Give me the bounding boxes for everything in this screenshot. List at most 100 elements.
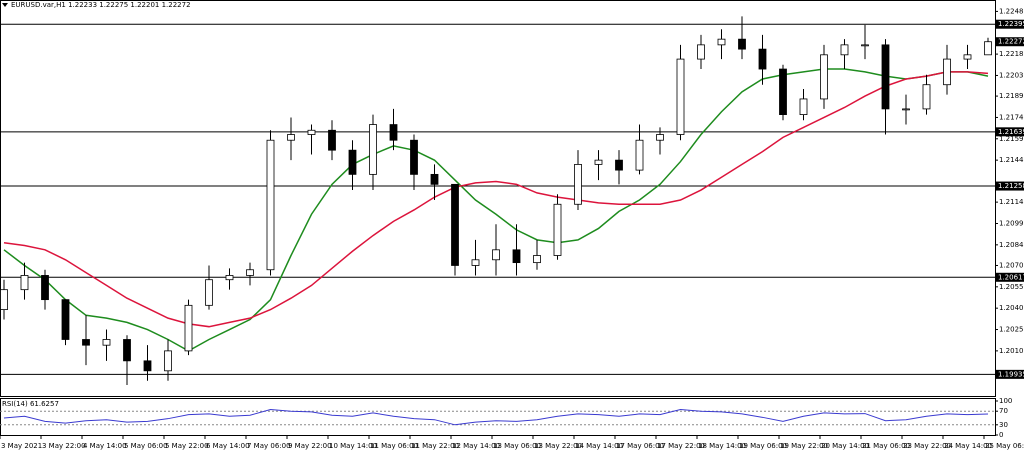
candle-body	[840, 44, 849, 56]
rsi-title: RSI(14) 61.6257	[2, 400, 59, 408]
candle-body	[61, 299, 70, 340]
x-tick-label: 19 May 22:00	[780, 442, 828, 450]
x-tick-label: 17 May 22:00	[657, 442, 705, 450]
candle-body	[164, 350, 172, 372]
candle-body	[963, 54, 972, 60]
y-tick-label: 1.21740	[999, 113, 1024, 121]
x-tick-label: 18 May 14:00	[698, 442, 746, 450]
candle-body	[184, 304, 193, 352]
price-label-bg	[996, 37, 1024, 47]
y-tick-label: 1.21590	[999, 135, 1024, 143]
x-tick-label: 5 May 06:00	[124, 442, 168, 450]
candle-body	[717, 38, 726, 46]
y-tick-label: 100	[999, 397, 1012, 405]
candle-body	[922, 84, 931, 110]
y-tick-label: 1.20550	[999, 283, 1024, 291]
candle-body	[492, 249, 500, 261]
level-label-bg	[996, 369, 1024, 379]
y-tick-label: 1.22035	[999, 71, 1024, 79]
candle-body	[697, 44, 705, 60]
level-label: 1.22395	[998, 20, 1024, 28]
x-tick-label: 13 May 22:00	[534, 442, 582, 450]
y-tick-label: 1.20845	[999, 241, 1024, 249]
y-tick-label: 1.21145	[999, 198, 1024, 206]
x-tick-label: 4 May 14:00	[83, 442, 127, 450]
level-label-bg	[996, 127, 1024, 137]
candle-body	[615, 159, 623, 171]
candle-body	[758, 48, 767, 70]
x-tick-label: 20 May 14:00	[821, 442, 869, 450]
candle-body	[943, 58, 951, 86]
candle-body	[0, 289, 8, 310]
y-tick-label: 1.21440	[999, 156, 1024, 164]
candle-body	[676, 58, 685, 135]
candle-body	[799, 98, 808, 115]
candle-body	[656, 134, 664, 141]
candle-body	[861, 44, 869, 47]
candle-body	[902, 108, 910, 111]
level-label-bg	[996, 272, 1024, 282]
level-label: 1.19935	[998, 370, 1024, 378]
y-tick-label: 1.22485	[999, 7, 1024, 15]
x-tick-label: 3 May 22:00	[42, 442, 86, 450]
x-tick-label: 23 May 22:00	[903, 442, 951, 450]
y-tick-label: 1.20100	[999, 347, 1024, 355]
y-tick-label: 30	[999, 421, 1008, 429]
candle-body	[205, 279, 213, 306]
candle-body	[225, 275, 234, 281]
candle-body	[451, 183, 459, 266]
candle-body	[307, 129, 316, 135]
x-tick-label: 13 May 06:00	[493, 442, 541, 450]
candle-body	[287, 134, 295, 141]
candle-body	[574, 164, 582, 205]
candle-body	[102, 339, 111, 346]
level-label: 1.21639	[998, 128, 1024, 136]
y-tick-label: 70	[999, 407, 1008, 415]
rsi-line	[3, 408, 989, 426]
x-tick-label: 25 May 06:00	[985, 442, 1024, 450]
level-label-bg	[996, 19, 1024, 29]
x-tick-label: 7 May 06:00	[247, 442, 291, 450]
price-label: 1.22272	[998, 38, 1024, 46]
x-tick-label: 19 May 06:00	[739, 442, 787, 450]
candle-body	[246, 269, 254, 276]
level-label-bg	[996, 181, 1024, 191]
x-tick-label: 17 May 06:00	[616, 442, 664, 450]
rsi-panel	[0, 398, 996, 436]
candle-body	[738, 38, 746, 50]
candle-body	[512, 249, 521, 264]
candle-body	[328, 129, 336, 151]
candle-body	[348, 149, 357, 175]
x-tick-label: 14 May 14:00	[575, 442, 623, 450]
y-tick-label: 1.22185	[999, 50, 1024, 58]
candle-body	[410, 139, 418, 175]
y-tick-label: 1.20700	[999, 261, 1024, 269]
moving-average	[3, 68, 989, 352]
x-tick-label: 11 May 06:00	[370, 442, 418, 450]
menu-arrow[interactable]	[2, 3, 8, 7]
x-tick-label: 5 May 22:00	[165, 442, 209, 450]
candle-body	[369, 124, 377, 175]
level-label: 1.20617	[998, 273, 1024, 281]
y-tick-label: 0	[999, 431, 1003, 439]
x-tick-label: 24 May 14:00	[944, 442, 992, 450]
candle-body	[41, 275, 49, 301]
y-tick-label: 1.20400	[999, 304, 1024, 312]
main-panel	[0, 0, 996, 397]
candle-body	[553, 203, 562, 256]
candle-body	[594, 159, 603, 165]
candle-body	[533, 255, 541, 264]
candle-body	[123, 339, 131, 362]
x-tick-label: 6 May 14:00	[206, 442, 250, 450]
candle-body	[984, 41, 992, 56]
candle-body	[820, 54, 828, 100]
moving-average	[3, 71, 989, 328]
chart-title: EURUSD.var,H1 1.22233 1.22275 1.22201 1.…	[11, 1, 191, 9]
y-tick-label: 1.20250	[999, 326, 1024, 334]
candle-body	[881, 44, 890, 110]
y-tick-label: 1.21890	[999, 92, 1024, 100]
x-tick-label: 10 May 14:00	[329, 442, 377, 450]
level-label: 1.21258	[998, 182, 1024, 190]
y-tick-label: 1.20995	[999, 219, 1024, 227]
